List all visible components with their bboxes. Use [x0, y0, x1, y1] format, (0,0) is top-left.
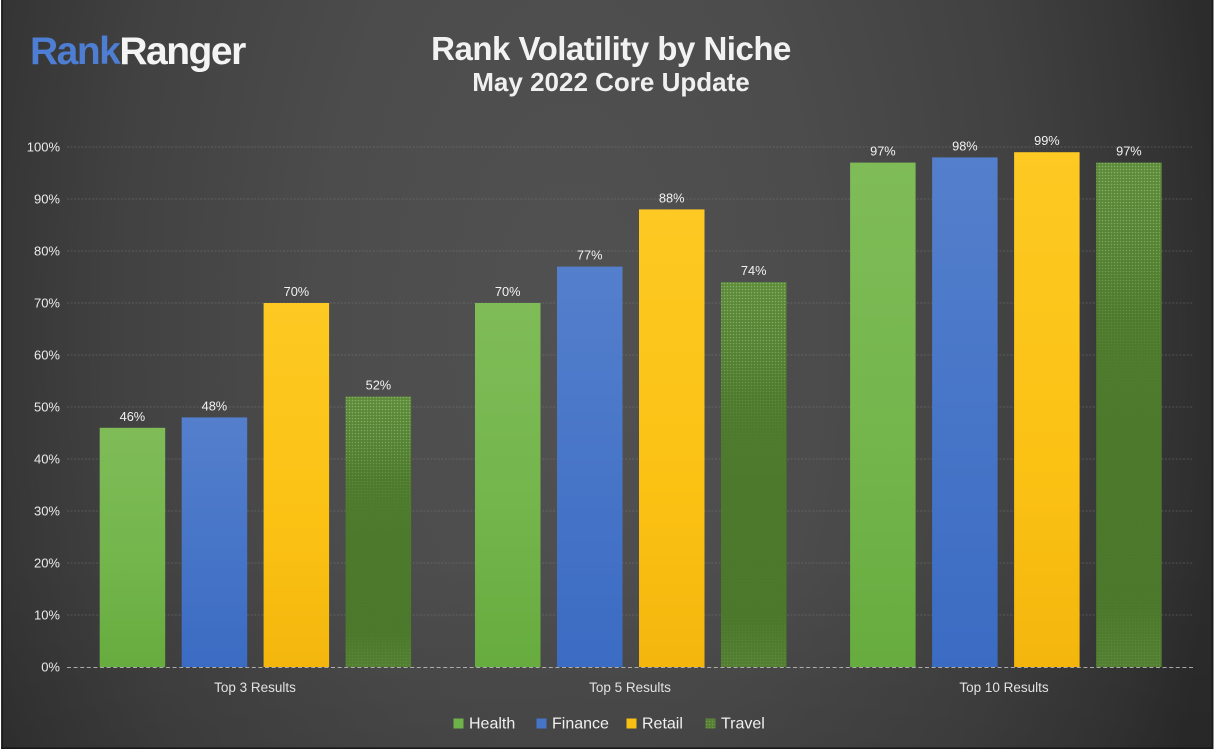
svg-text:Travel: Travel	[721, 716, 765, 733]
svg-text:May 2022 Core Update: May 2022 Core Update	[472, 67, 749, 97]
svg-text:90%: 90%	[34, 192, 60, 207]
svg-text:77%: 77%	[577, 248, 603, 263]
svg-text:RankRanger: RankRanger	[30, 30, 246, 73]
svg-text:70%: 70%	[34, 296, 60, 311]
svg-text:46%: 46%	[120, 409, 146, 424]
svg-text:80%: 80%	[34, 244, 60, 259]
svg-text:99%: 99%	[1034, 133, 1060, 148]
svg-text:52%: 52%	[366, 378, 392, 393]
svg-text:70%: 70%	[495, 284, 521, 299]
svg-text:100%: 100%	[27, 140, 61, 155]
svg-text:74%: 74%	[741, 263, 767, 278]
svg-text:10%: 10%	[34, 608, 60, 623]
svg-text:20%: 20%	[34, 556, 60, 571]
svg-text:40%: 40%	[34, 452, 60, 467]
svg-text:Top 10 Results: Top 10 Results	[959, 680, 1049, 695]
svg-text:70%: 70%	[284, 284, 310, 299]
svg-text:88%: 88%	[659, 190, 685, 205]
svg-text:Health: Health	[469, 716, 515, 733]
svg-text:60%: 60%	[34, 348, 60, 363]
svg-text:Finance: Finance	[552, 716, 609, 733]
svg-text:97%: 97%	[870, 144, 896, 159]
svg-text:0%: 0%	[41, 660, 60, 675]
svg-text:30%: 30%	[34, 504, 60, 519]
svg-text:Top 5 Results: Top 5 Results	[589, 680, 671, 695]
svg-text:Top 3 Results: Top 3 Results	[214, 680, 296, 695]
svg-text:97%: 97%	[1116, 144, 1142, 159]
svg-text:Rank Volatility by Niche: Rank Volatility by Niche	[431, 30, 791, 67]
svg-text:50%: 50%	[34, 400, 60, 415]
svg-text:Retail: Retail	[642, 716, 683, 733]
svg-text:48%: 48%	[202, 398, 228, 413]
svg-text:98%: 98%	[952, 138, 978, 153]
